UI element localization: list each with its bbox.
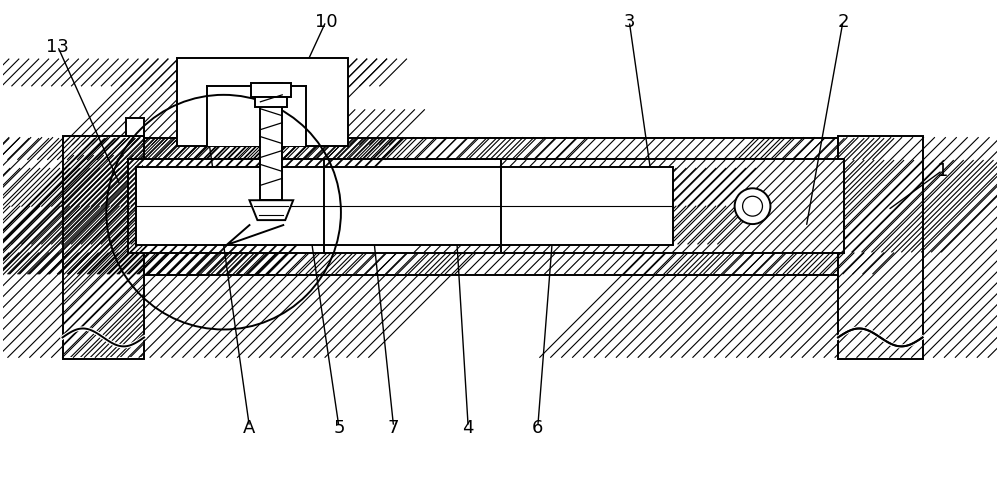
Text: 1: 1 <box>937 162 948 180</box>
Bar <box>178 60 208 145</box>
Bar <box>110 138 861 275</box>
Bar <box>838 136 923 360</box>
Circle shape <box>743 197 762 216</box>
Bar <box>111 139 127 274</box>
Text: 10: 10 <box>315 13 337 31</box>
Bar <box>207 87 306 146</box>
Text: A: A <box>243 418 256 436</box>
Bar <box>674 161 842 252</box>
Bar <box>255 97 287 108</box>
Bar <box>126 119 144 136</box>
Text: 6: 6 <box>532 418 543 436</box>
Text: 3: 3 <box>623 13 635 31</box>
Polygon shape <box>249 201 293 221</box>
Bar <box>251 84 291 97</box>
Bar <box>306 110 347 145</box>
Bar <box>136 168 673 245</box>
Bar <box>137 169 672 207</box>
Bar <box>63 136 144 360</box>
Text: 13: 13 <box>46 38 69 56</box>
Text: 7: 7 <box>388 418 399 436</box>
Bar <box>128 139 844 160</box>
Circle shape <box>735 189 770 225</box>
Bar <box>128 253 844 274</box>
Bar <box>137 207 672 244</box>
Bar <box>840 138 921 358</box>
Text: 4: 4 <box>462 418 474 436</box>
Bar <box>128 160 844 253</box>
Bar <box>111 139 128 274</box>
Bar <box>177 59 348 146</box>
Bar <box>178 60 347 87</box>
Text: 2: 2 <box>837 13 849 31</box>
Bar <box>260 84 282 201</box>
Bar <box>65 138 142 358</box>
Text: 5: 5 <box>333 418 345 436</box>
